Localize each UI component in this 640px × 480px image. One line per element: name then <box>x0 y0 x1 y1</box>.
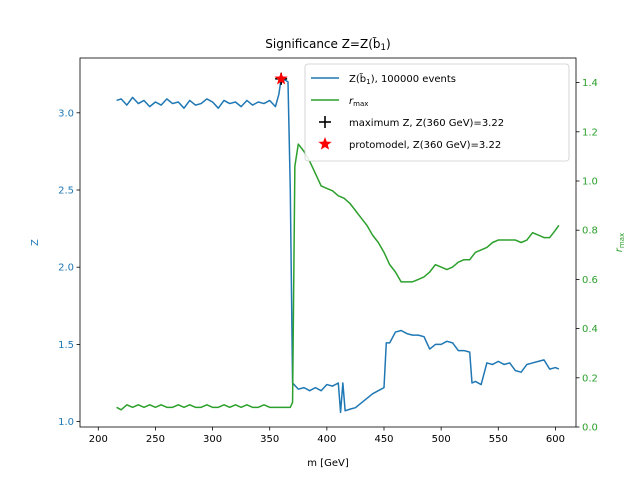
y-right-tick-label: 1.4 <box>582 78 598 89</box>
y-right-axis-label: rmax <box>614 233 626 252</box>
x-tick-label: 600 <box>546 434 565 445</box>
legend-entry: protomodel, Z(360 GeV)=3.22 <box>318 137 501 151</box>
marker-protomodel-star <box>274 71 288 85</box>
x-tick-label: 300 <box>203 434 222 445</box>
legend-entry: Z(b̃1), 100000 events <box>311 72 456 86</box>
tick-layer: 200 250 300 350 400 450 500 550 600 1.0 1.5 2.0 2.5 3… <box>58 78 598 445</box>
legend-swatch-star <box>318 137 332 150</box>
legend-entry: maximum Z, Z(360 GeV)=3.22 <box>319 116 504 129</box>
legend-label: rmax <box>349 96 368 108</box>
y-left-tick-label: 1.5 <box>58 340 74 351</box>
x-tick-label: 450 <box>374 434 393 445</box>
legend-label: protomodel, Z(360 GeV)=3.22 <box>349 140 501 151</box>
legend-label: Z(b̃1), 100000 events <box>349 72 456 86</box>
y-left-axis-label: Z <box>30 239 41 246</box>
y-right-tick-label: 0.4 <box>582 324 598 335</box>
series-line-rmax <box>116 143 560 411</box>
x-tick-label: 350 <box>260 434 279 445</box>
chart-title: Significance Z=Z(b̃1) <box>265 37 390 53</box>
y-left-tick-label: 2.0 <box>58 263 74 274</box>
x-tick-label: 500 <box>432 434 451 445</box>
legend: Z(b̃1), 100000 events rmax maximum Z, Z(36… <box>304 63 570 162</box>
y-right-tick-label: 0.0 <box>582 423 598 434</box>
y-right-tick-label: 0.2 <box>582 373 598 384</box>
series-line-z <box>116 78 560 414</box>
x-tick-label: 200 <box>89 434 108 445</box>
y-right-tick-label: 0.8 <box>582 226 598 237</box>
x-tick-label: 550 <box>489 434 508 445</box>
y-left-tick-label: 1.0 <box>58 417 74 428</box>
legend-label: maximum Z, Z(360 GeV)=3.22 <box>349 118 504 129</box>
y-left-tick-label: 3.0 <box>58 108 74 119</box>
x-axis-label: m [GeV] <box>307 458 349 469</box>
legend-entry: rmax <box>311 96 368 108</box>
series-layer <box>116 78 560 414</box>
x-tick-label: 400 <box>317 434 336 445</box>
x-tick-label: 250 <box>146 434 165 445</box>
y-right-tick-label: 1.2 <box>582 127 598 138</box>
legend-box <box>304 63 570 162</box>
y-left-tick-label: 2.5 <box>58 186 74 197</box>
marker-layer <box>274 71 288 85</box>
y-right-tick-label: 1.0 <box>582 177 598 188</box>
axes-frame <box>79 57 577 428</box>
legend-swatch-plus <box>319 116 331 128</box>
plot-frame <box>79 57 577 428</box>
y-right-tick-label: 0.6 <box>582 275 598 286</box>
